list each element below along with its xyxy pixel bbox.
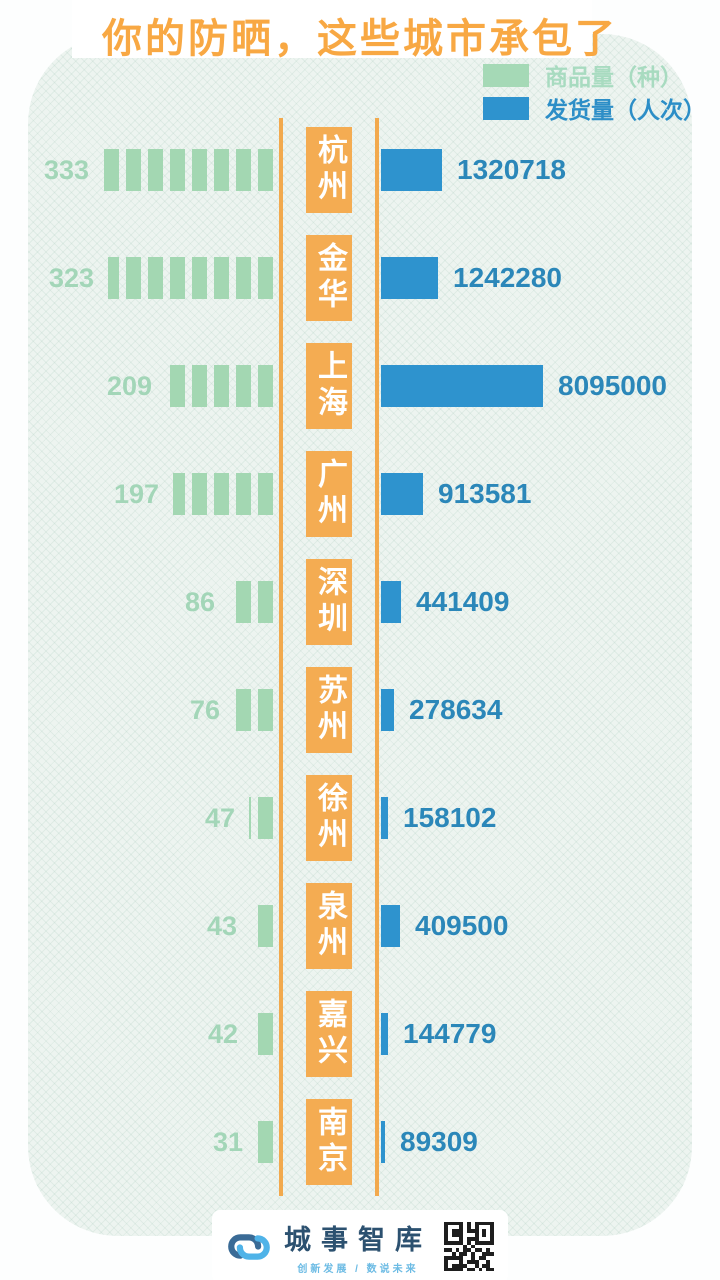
legend-item-shipments: 发货量（人次） xyxy=(483,95,706,123)
shipment-count-label: 158102 xyxy=(403,802,497,833)
brand-text: 城事智库 创新发展 / 数说未来 xyxy=(284,1218,432,1275)
shipment-bar xyxy=(381,149,442,191)
chart-rows: 333 杭州 1320718 323 金华 1242280 209 上海 8095000 197 广… xyxy=(0,116,720,1196)
product-count-label: 31 xyxy=(212,1126,243,1157)
shipment-bar xyxy=(381,1121,385,1163)
product-count-label: 47 xyxy=(204,802,235,833)
shipment-count-label: 409500 xyxy=(415,910,509,941)
chart-row: 42 嘉兴 144779 xyxy=(0,980,720,1088)
legend-label-shipments: 发货量（人次） xyxy=(545,97,706,123)
chart-row: 43 泉州 409500 xyxy=(0,872,720,980)
shipment-count-label: 89309 xyxy=(400,1126,478,1157)
chart-row: 333 杭州 1320718 xyxy=(0,116,720,224)
legend-swatch-green xyxy=(483,63,529,87)
product-count-bar xyxy=(257,1121,273,1163)
product-count-label: 42 xyxy=(207,1018,238,1049)
product-count-bar xyxy=(103,149,273,191)
shipment-bar xyxy=(381,689,394,731)
city-label: 杭州 xyxy=(306,127,352,213)
brand-footer: 城事智库 创新发展 / 数说未来 xyxy=(212,1210,508,1280)
city-label: 上海 xyxy=(306,343,352,429)
product-count-label: 197 xyxy=(113,478,159,509)
shipment-count-label: 1320718 xyxy=(457,154,567,185)
background-panel xyxy=(28,34,692,1236)
city-label: 南京 xyxy=(306,1099,352,1185)
product-count-bar xyxy=(251,905,273,947)
brand-name: 城事智库 xyxy=(284,1225,432,1255)
product-count-bar xyxy=(249,797,273,839)
chart-row: 323 金华 1242280 xyxy=(0,224,720,332)
chart-row: 47 徐州 158102 xyxy=(0,764,720,872)
shipment-bar xyxy=(381,797,388,839)
city-label: 深圳 xyxy=(306,559,352,645)
product-count-bar xyxy=(252,1013,273,1055)
qr-code-icon xyxy=(444,1221,494,1272)
chart-row: 31 南京 89309 xyxy=(0,1088,720,1196)
shipment-bar xyxy=(381,473,423,515)
legend-label-products: 商品量（种） xyxy=(545,64,683,90)
product-count-bar xyxy=(234,689,273,731)
chart-row: 197 广州 913581 xyxy=(0,440,720,548)
shipment-count-label: 144779 xyxy=(403,1018,497,1049)
chart-row: 209 上海 8095000 xyxy=(0,332,720,440)
product-count-label: 209 xyxy=(106,370,152,401)
city-label: 嘉兴 xyxy=(306,991,352,1077)
shipment-count-label: 913581 xyxy=(438,478,532,509)
shipment-bar xyxy=(381,581,401,623)
legend-item-products: 商品量（种） xyxy=(483,62,706,90)
axis-rail-right xyxy=(375,118,379,1196)
shipment-count-label: 8095000 xyxy=(558,370,668,401)
page-title: 你的防晒，这些城市承包了 xyxy=(102,17,618,61)
chart-row: 86 深圳 441409 xyxy=(0,548,720,656)
product-count-label: 86 xyxy=(184,586,215,617)
city-label: 徐州 xyxy=(306,775,352,861)
product-count-label: 333 xyxy=(43,154,89,185)
shipment-bar xyxy=(381,1013,388,1055)
product-count-bar xyxy=(173,473,273,515)
shipment-bar xyxy=(381,365,543,407)
shipment-bar xyxy=(381,257,438,299)
product-count-label: 43 xyxy=(206,910,237,941)
shipment-bar xyxy=(381,905,400,947)
city-label: 金华 xyxy=(306,235,352,321)
product-count-bar xyxy=(229,581,273,623)
shipment-count-label: 441409 xyxy=(416,586,510,617)
chart-row: 76 苏州 278634 xyxy=(0,656,720,764)
product-count-bar xyxy=(166,365,273,407)
product-count-label: 323 xyxy=(48,262,94,293)
product-count-label: 76 xyxy=(189,694,220,725)
title-band xyxy=(72,0,592,58)
legend: 商品量（种） 发货量（人次） xyxy=(483,62,706,128)
shipment-count-label: 278634 xyxy=(409,694,503,725)
city-label: 广州 xyxy=(306,451,352,537)
city-label: 泉州 xyxy=(306,883,352,969)
shipment-count-label: 1242280 xyxy=(453,262,563,293)
city-label: 苏州 xyxy=(306,667,352,753)
brand-tagline: 创新发展 / 数说未来 xyxy=(297,1264,419,1275)
product-count-bar xyxy=(108,257,273,299)
axis-rail-left xyxy=(279,118,283,1196)
brand-logo-icon xyxy=(228,1233,270,1260)
legend-swatch-blue xyxy=(483,96,529,120)
